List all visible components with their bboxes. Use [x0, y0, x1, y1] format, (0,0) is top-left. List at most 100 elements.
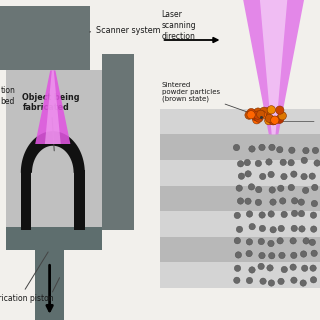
Circle shape: [290, 238, 296, 244]
Circle shape: [234, 237, 241, 244]
Circle shape: [314, 160, 320, 166]
Bar: [0, 6, 90, 70]
Circle shape: [237, 198, 244, 204]
Circle shape: [269, 116, 277, 125]
Circle shape: [309, 239, 316, 245]
Bar: [21, 170, 31, 230]
Bar: [35, 246, 64, 320]
Circle shape: [301, 265, 308, 271]
Circle shape: [303, 148, 309, 154]
Circle shape: [291, 210, 298, 217]
Polygon shape: [45, 70, 61, 144]
Circle shape: [298, 199, 304, 205]
Circle shape: [281, 266, 287, 273]
Circle shape: [276, 115, 284, 124]
Circle shape: [236, 226, 243, 233]
Circle shape: [248, 184, 255, 190]
Circle shape: [301, 173, 307, 180]
Circle shape: [245, 111, 253, 119]
Circle shape: [279, 252, 285, 259]
Circle shape: [258, 263, 264, 269]
Circle shape: [234, 265, 241, 271]
Circle shape: [263, 108, 272, 116]
Circle shape: [312, 147, 319, 154]
Circle shape: [310, 226, 317, 232]
Circle shape: [254, 111, 262, 119]
Circle shape: [270, 227, 276, 233]
Circle shape: [265, 116, 273, 125]
Circle shape: [311, 250, 317, 257]
Circle shape: [269, 144, 275, 151]
Circle shape: [312, 184, 318, 191]
Circle shape: [254, 108, 262, 116]
Bar: [160, 109, 234, 134]
Polygon shape: [21, 131, 85, 173]
Circle shape: [269, 187, 276, 193]
Circle shape: [246, 239, 252, 245]
Circle shape: [268, 252, 275, 259]
Circle shape: [277, 185, 284, 191]
Circle shape: [237, 161, 244, 167]
Circle shape: [291, 277, 297, 284]
Circle shape: [245, 198, 251, 204]
Circle shape: [270, 199, 276, 205]
Text: tion
bed: tion bed: [0, 85, 15, 106]
Circle shape: [292, 198, 298, 204]
Circle shape: [301, 157, 308, 164]
Circle shape: [248, 109, 256, 118]
Circle shape: [298, 211, 305, 217]
Bar: [234, 211, 320, 237]
Circle shape: [291, 171, 297, 177]
Circle shape: [260, 173, 266, 180]
Bar: [6, 227, 102, 250]
Circle shape: [246, 277, 253, 284]
Circle shape: [247, 108, 255, 117]
Bar: [74, 170, 85, 230]
Circle shape: [310, 265, 316, 271]
Circle shape: [249, 267, 255, 273]
Circle shape: [310, 212, 317, 218]
Circle shape: [246, 211, 253, 217]
Circle shape: [268, 171, 274, 178]
Bar: [234, 186, 320, 211]
Bar: [160, 211, 234, 237]
Circle shape: [277, 237, 283, 244]
Circle shape: [289, 147, 295, 154]
Circle shape: [288, 184, 294, 191]
Circle shape: [233, 144, 240, 151]
Text: Object being
fabricated: Object being fabricated: [22, 92, 80, 151]
Circle shape: [300, 280, 306, 286]
Text: Scanner system: Scanner system: [90, 26, 161, 35]
Circle shape: [271, 116, 279, 124]
Circle shape: [259, 225, 266, 232]
Circle shape: [303, 238, 309, 244]
Circle shape: [311, 200, 318, 207]
Circle shape: [300, 251, 307, 257]
Circle shape: [249, 223, 255, 230]
Circle shape: [252, 116, 261, 124]
Bar: [160, 237, 234, 262]
Text: Fabrication piston: Fabrication piston: [0, 252, 53, 303]
Circle shape: [279, 198, 286, 204]
Circle shape: [267, 265, 273, 271]
Circle shape: [244, 159, 251, 166]
Circle shape: [280, 159, 286, 165]
Bar: [6, 70, 102, 230]
Polygon shape: [260, 0, 287, 134]
Circle shape: [257, 110, 265, 118]
Circle shape: [255, 187, 262, 193]
Circle shape: [255, 199, 261, 205]
Circle shape: [266, 159, 272, 165]
Circle shape: [288, 159, 294, 166]
Circle shape: [259, 212, 265, 218]
Circle shape: [302, 187, 309, 194]
Bar: [234, 109, 320, 134]
Circle shape: [246, 250, 252, 257]
Bar: [160, 160, 234, 186]
Bar: [234, 262, 320, 288]
Circle shape: [260, 278, 266, 284]
Circle shape: [255, 114, 263, 122]
Circle shape: [252, 112, 260, 121]
Circle shape: [281, 173, 287, 180]
Bar: [160, 134, 234, 160]
